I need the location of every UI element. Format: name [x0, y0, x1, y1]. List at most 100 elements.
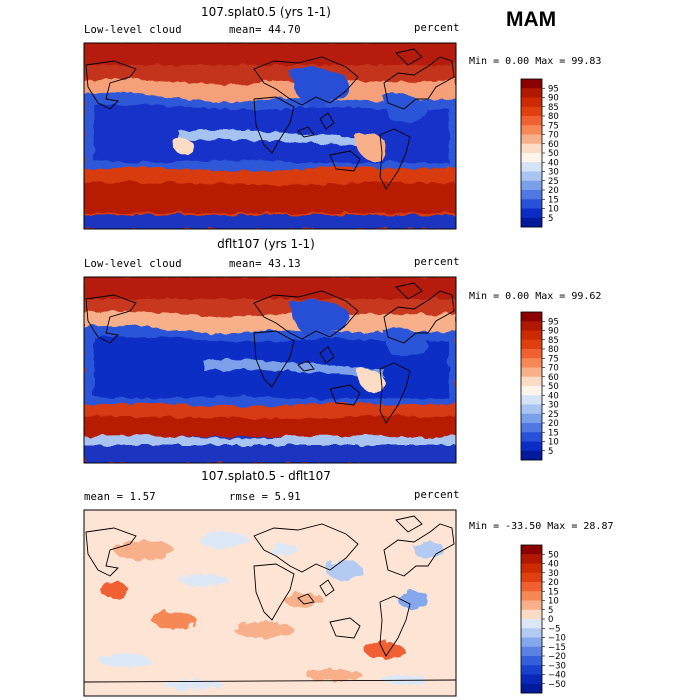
- colorbar-swatch: [521, 79, 542, 89]
- colorbar-swatch: [521, 591, 542, 601]
- colorbar-tick-label: 60: [548, 373, 559, 383]
- panel-3-mean: mean = 1.57: [84, 491, 156, 503]
- colorbar-tick-label: 30: [548, 569, 559, 579]
- panel-2-map: [83, 276, 457, 464]
- colorbar-tick-label: 40: [548, 391, 559, 401]
- panel-2-units: percent: [414, 256, 460, 268]
- colorbar-tick-label: 85: [548, 336, 559, 346]
- colorbar-swatch: [521, 609, 542, 620]
- panel-3-rmse: rmse = 5.91: [229, 491, 301, 503]
- colorbar-swatch: [521, 180, 542, 191]
- colorbar-tick-label: −5: [548, 624, 561, 634]
- colorbar-tick-label: 10: [548, 597, 559, 607]
- panel-1-mean: mean= 44.70: [229, 24, 301, 36]
- panel-1-title: 107.splat0.5 (yrs 1-1): [201, 5, 331, 19]
- colorbar-tick-label: 15: [548, 428, 559, 438]
- colorbar-swatch: [521, 171, 542, 182]
- panel-2-minmax: Min = 0.00 Max = 99.62: [469, 291, 602, 302]
- panel-1-map: [83, 42, 457, 230]
- colorbar-swatch: [521, 134, 542, 145]
- colorbar-tick-label: 90: [548, 94, 559, 104]
- colorbar-tick-label: 75: [548, 121, 559, 131]
- colorbar-swatch: [521, 395, 542, 405]
- colorbar-tick-label: 50: [548, 382, 559, 392]
- panel-2-title: dflt107 (yrs 1-1): [217, 237, 315, 251]
- colorbar-swatch: [521, 330, 542, 341]
- colorbar-swatch: [521, 190, 542, 200]
- colorbar-tick-label: 80: [548, 112, 559, 122]
- colorbar-swatch: [521, 217, 542, 228]
- colorbar-tick-label: −15: [548, 643, 566, 653]
- colorbar-swatch: [521, 106, 542, 117]
- season-label: MAM: [506, 8, 557, 31]
- colorbar-swatch: [521, 376, 542, 387]
- colorbar-tick-label: 50: [548, 550, 559, 560]
- colorbar-tick-label: −20: [548, 652, 566, 662]
- colorbar-swatch: [521, 125, 542, 135]
- colorbar-swatch: [521, 656, 542, 666]
- colorbar-tick-label: 90: [548, 327, 559, 337]
- colorbar-tick-label: 40: [548, 158, 559, 168]
- colorbar-tick-label: 40: [548, 560, 559, 570]
- panel-2-frame: [83, 276, 457, 464]
- colorbar-tick-label: 70: [548, 131, 559, 141]
- colorbar-swatch: [521, 423, 542, 433]
- colorbar-swatch: [521, 367, 542, 378]
- colorbar-tick-label: −30: [548, 661, 566, 671]
- colorbar-swatch: [521, 413, 542, 424]
- colorbar-swatch: [521, 554, 542, 564]
- colorbar-tick-label: 85: [548, 103, 559, 113]
- colorbar-tick-label: 20: [548, 578, 559, 588]
- colorbar-swatch: [521, 683, 542, 694]
- panel-3-map: [83, 509, 457, 697]
- colorbar-swatch: [521, 545, 542, 555]
- colorbar-tick-label: 60: [548, 140, 559, 150]
- colorbar-tick-label: 95: [548, 84, 559, 94]
- panel-1-frame: [83, 42, 457, 230]
- panel-2-variable-label: Low-level cloud: [84, 258, 182, 270]
- panel-3-minmax: Min = -33.50 Max = 28.87: [469, 521, 614, 532]
- colorbar-swatch: [521, 358, 542, 368]
- colorbar-tick-label: 70: [548, 364, 559, 374]
- panel-3-frame: [83, 509, 457, 697]
- colorbar-swatch: [521, 143, 542, 154]
- colorbar-tick-label: −50: [548, 680, 566, 690]
- colorbar-swatch: [521, 665, 542, 675]
- colorbar-tick-label: 5: [548, 214, 553, 224]
- panel-1-units: percent: [414, 22, 460, 34]
- colorbar-tick-label: 15: [548, 587, 559, 597]
- colorbar-swatch: [521, 628, 542, 638]
- colorbar-tick-label: 50: [548, 149, 559, 159]
- colorbar-swatch: [521, 321, 542, 331]
- colorbar-tick-label: 25: [548, 177, 559, 187]
- colorbar-swatch: [521, 97, 542, 108]
- colorbar-swatch: [521, 432, 542, 442]
- colorbar-swatch: [521, 674, 542, 685]
- colorbar-swatch: [521, 600, 542, 611]
- panel-2-mean: mean= 43.13: [229, 258, 301, 270]
- panel-1-variable-label: Low-level cloud: [84, 24, 182, 36]
- colorbar-tick-label: −10: [548, 634, 566, 644]
- colorbar-tick-label: 10: [548, 205, 559, 215]
- colorbar-swatch: [521, 162, 542, 172]
- colorbar-swatch: [521, 619, 542, 629]
- colorbar-swatch: [521, 339, 542, 350]
- colorbar-swatch: [521, 386, 542, 396]
- colorbar-tick-label: 80: [548, 345, 559, 355]
- colorbar-swatch: [521, 637, 542, 648]
- panel-3-title: 107.splat0.5 - dflt107: [201, 469, 331, 483]
- colorbar-tick-label: 15: [548, 195, 559, 205]
- colorbar-swatch: [521, 208, 542, 219]
- colorbar-tick-label: 95: [548, 317, 559, 327]
- colorbar-swatch: [521, 116, 542, 126]
- colorbar-swatch: [521, 572, 542, 583]
- colorbar-tick-label: 25: [548, 410, 559, 420]
- panel-1-minmax: Min = 0.00 Max = 99.83: [469, 56, 602, 67]
- colorbar-tick-label: 5: [548, 447, 553, 457]
- colorbar-tick-label: 75: [548, 354, 559, 364]
- colorbar-swatch: [521, 404, 542, 415]
- colorbar-swatch: [521, 153, 542, 163]
- colorbar-swatch: [521, 199, 542, 209]
